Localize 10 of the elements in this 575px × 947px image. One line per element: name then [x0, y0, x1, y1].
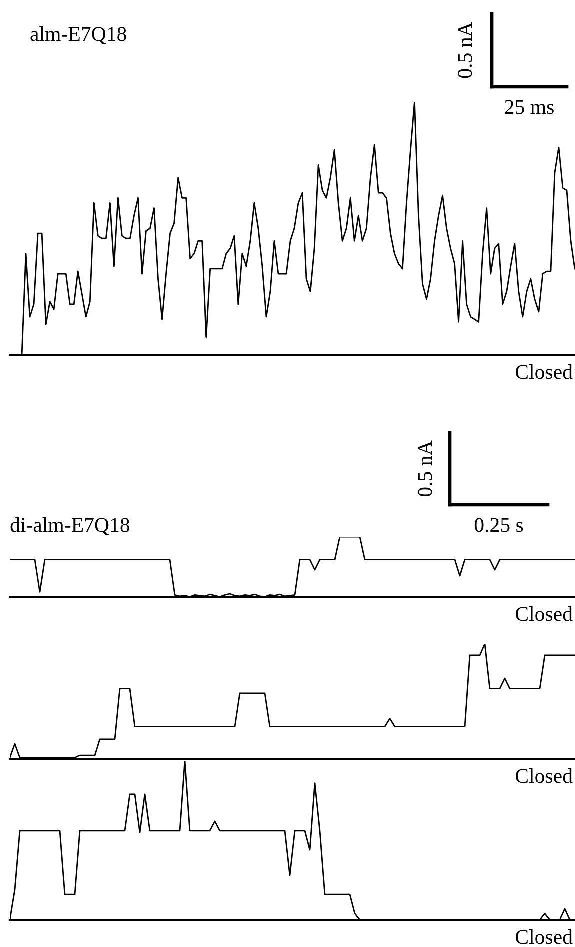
- text: Closed: [516, 930, 573, 944]
- chart-title: alm-E7Q18: [30, 26, 126, 44]
- chart-title: di-alm-E7Q18: [10, 518, 130, 536]
- text: Closed: [516, 364, 573, 380]
- annotation: 25 ms: [505, 100, 554, 114]
- text: 0.5 nA: [418, 440, 432, 497]
- text: Closed: [516, 606, 573, 622]
- text: 0.25 s: [474, 518, 524, 532]
- annotation: Closed: [516, 768, 573, 784]
- text: 0.5 nA: [458, 22, 472, 78]
